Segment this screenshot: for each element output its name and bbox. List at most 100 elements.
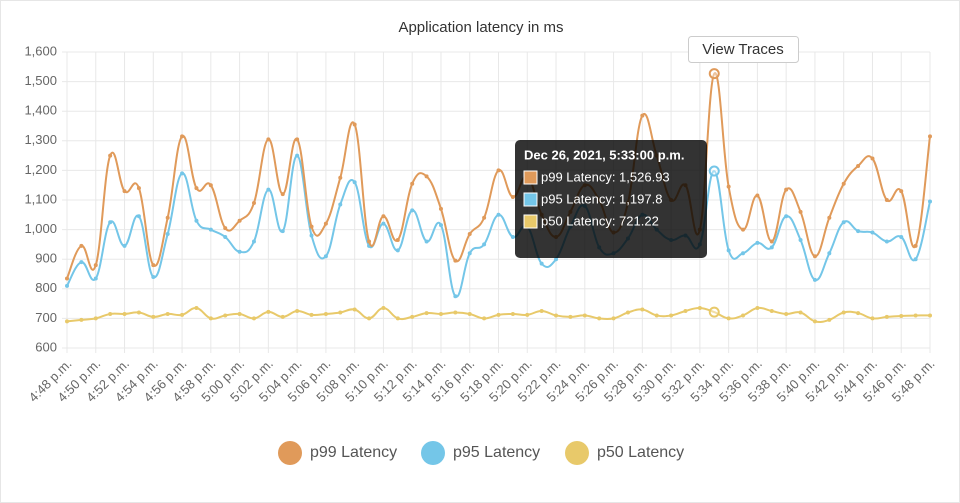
point: [899, 314, 904, 319]
point: [683, 309, 688, 313]
point: [381, 306, 386, 311]
point: [309, 224, 314, 229]
point: [755, 193, 760, 198]
point: [352, 180, 357, 185]
point: [928, 134, 932, 139]
grid: 600 700 800 900 1,000 1,100 1,200 1,300 1,400 1,5…: [24, 43, 931, 354]
point: [251, 316, 256, 321]
point: [827, 251, 832, 256]
point: [180, 134, 185, 139]
point: [928, 199, 932, 204]
point: [79, 260, 84, 265]
point: [510, 195, 515, 200]
point: [251, 239, 256, 244]
view-traces-button[interactable]: View Traces: [688, 36, 799, 63]
point: [640, 113, 645, 118]
point: [726, 316, 731, 321]
point: [625, 310, 630, 315]
hover-point: [708, 306, 720, 318]
point: [769, 309, 774, 313]
point: [295, 153, 300, 158]
point: [338, 202, 343, 207]
point: [108, 220, 113, 225]
point: [93, 263, 98, 268]
point: [467, 311, 472, 316]
point: [755, 306, 760, 311]
point: [726, 184, 731, 189]
y-tick-label: 600: [35, 339, 57, 354]
point: [798, 310, 803, 315]
point: [884, 314, 889, 319]
point: [467, 251, 472, 256]
point: [510, 311, 515, 316]
point: [769, 245, 774, 250]
legend: p99 Latency p95 Latency p50 Latency: [278, 441, 684, 465]
y-tick-label: 1,000: [24, 221, 57, 236]
point: [280, 314, 285, 319]
point: [697, 306, 702, 311]
point: [554, 313, 559, 318]
point: [424, 311, 429, 316]
tooltip-swatch: [523, 192, 538, 207]
point: [856, 163, 861, 168]
point: [510, 235, 515, 239]
legend-marker: [421, 441, 445, 465]
point: [309, 312, 314, 317]
y-tick-label: 900: [35, 251, 57, 266]
point: [741, 251, 746, 256]
point: [151, 263, 156, 268]
point: [726, 248, 731, 253]
point: [367, 316, 372, 321]
point: [482, 242, 487, 247]
tooltip-label: p50 Latency: 721.22: [541, 213, 659, 228]
point: [784, 187, 789, 192]
point: [482, 316, 487, 321]
point: [180, 312, 185, 317]
point: [65, 276, 69, 281]
legend-label: p95 Latency: [453, 444, 540, 461]
point: [755, 240, 760, 245]
y-tick-label: 1,600: [24, 43, 57, 58]
point: [913, 257, 918, 262]
point: [841, 220, 846, 225]
point: [136, 186, 141, 191]
point: [280, 192, 285, 197]
point: [841, 310, 846, 315]
point: [136, 310, 141, 315]
y-tick-label: 1,400: [24, 103, 57, 118]
hover-point: [708, 165, 720, 177]
point: [812, 277, 817, 282]
tooltip-box: [515, 140, 707, 258]
point: [856, 229, 861, 234]
tooltip: Dec 26, 2021, 5:33:00 p.m. p99 Latency: …: [515, 140, 707, 258]
point: [338, 175, 343, 180]
point: [870, 230, 875, 235]
y-tick-label: 1,200: [24, 162, 57, 177]
point: [108, 311, 113, 316]
point: [208, 183, 213, 188]
tooltip-swatch: [523, 170, 538, 185]
point: [165, 215, 170, 220]
point: [266, 309, 271, 314]
point: [237, 218, 242, 223]
point: [568, 314, 573, 319]
point: [913, 243, 918, 248]
button-label[interactable]: View Traces: [702, 41, 783, 58]
point: [136, 214, 141, 219]
point: [122, 243, 127, 248]
point: [669, 313, 674, 318]
point: [323, 311, 328, 316]
point: [812, 254, 817, 259]
button-box[interactable]: [688, 36, 799, 63]
point: [741, 313, 746, 318]
y-tick-label: 1,100: [24, 191, 57, 206]
point: [640, 307, 645, 312]
point: [741, 227, 746, 232]
point: [194, 218, 199, 223]
legend-marker: [565, 441, 589, 465]
point: [597, 316, 602, 321]
point: [295, 309, 300, 313]
y-tick-label: 1,300: [24, 132, 57, 147]
point: [769, 239, 774, 244]
point: [352, 307, 357, 312]
